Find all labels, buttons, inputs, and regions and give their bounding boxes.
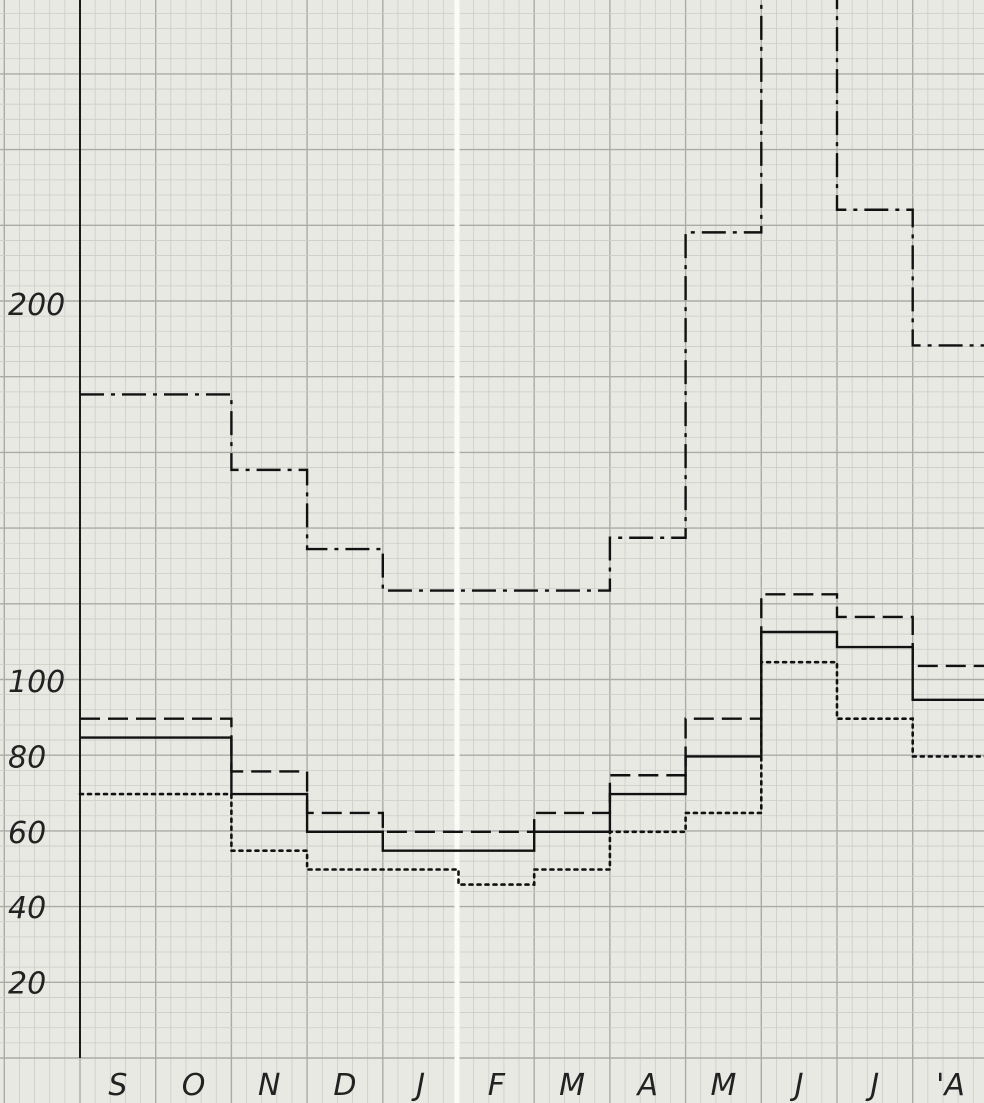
series-dotted-line bbox=[78, 660, 984, 886]
series-dashed-line bbox=[80, 593, 984, 833]
series-dash-dot-line bbox=[80, 0, 984, 592]
x-tick-label: A bbox=[635, 1068, 658, 1103]
x-tick-label: 'A bbox=[936, 1068, 965, 1103]
x-tick-label: D bbox=[333, 1068, 356, 1103]
y-tick-label: 20 bbox=[8, 967, 46, 1002]
x-tick-label: M bbox=[711, 1068, 737, 1103]
x-tick-label: M bbox=[559, 1068, 585, 1103]
x-tick-label: F bbox=[488, 1068, 506, 1103]
x-tick-label: O bbox=[182, 1068, 206, 1103]
series-group bbox=[78, 0, 984, 886]
y-tick-label: 60 bbox=[8, 816, 46, 851]
x-tick-label: N bbox=[258, 1068, 280, 1103]
y-tick-label: 80 bbox=[8, 740, 46, 775]
series-solid-line bbox=[80, 630, 984, 852]
y-tick-label: 200 bbox=[8, 288, 65, 323]
y-tick-label: 100 bbox=[8, 665, 65, 700]
y-tick-label: 40 bbox=[8, 891, 46, 926]
x-tick-label: S bbox=[108, 1068, 127, 1103]
